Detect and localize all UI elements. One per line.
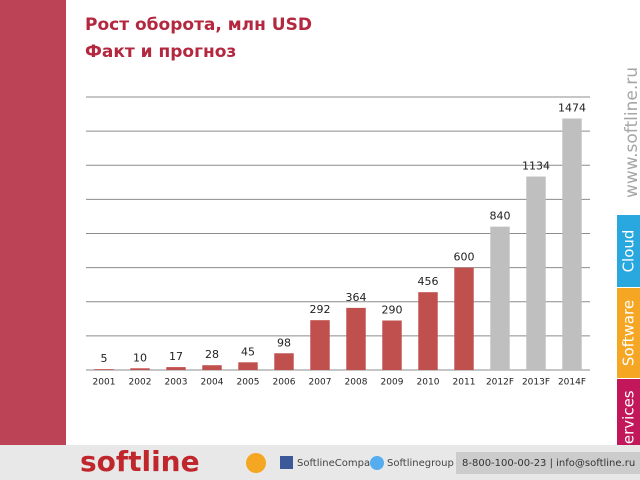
x-tick-label: 2003 [165, 378, 188, 388]
value-label: 28 [205, 348, 219, 361]
value-label: 840 [490, 210, 511, 223]
x-tick-label: 2005 [237, 378, 260, 388]
bar [418, 292, 438, 370]
bar [94, 369, 114, 370]
side-pattern [0, 0, 66, 445]
x-tick-label: 2009 [381, 378, 404, 388]
bar [382, 320, 402, 370]
value-label: 98 [277, 336, 291, 349]
badge-icon [246, 453, 266, 473]
side-decoration [0, 0, 66, 445]
bar [238, 362, 258, 370]
bar [130, 368, 150, 370]
tab-label[interactable]: Cloud [620, 230, 638, 273]
contacts: 8-800-100-00-23 | info@softline.ru [462, 458, 635, 469]
bar [274, 353, 294, 370]
value-label: 1474 [558, 101, 586, 114]
x-tick-label: 2006 [273, 378, 296, 388]
tab-label[interactable]: Services [620, 390, 638, 453]
twitter-icon [370, 456, 384, 470]
value-label: 10 [133, 351, 147, 364]
x-tick-label: 2004 [201, 378, 224, 388]
x-tick-label: 2012F [486, 378, 514, 388]
x-tick-label: 2013F [522, 378, 550, 388]
tab-label[interactable]: Software [620, 300, 638, 366]
bar [202, 365, 222, 370]
tab-software[interactable] [617, 288, 640, 378]
value-label: 292 [310, 303, 331, 316]
contacts-box [456, 452, 640, 474]
value-label: 600 [454, 251, 475, 264]
value-label: 456 [418, 275, 439, 288]
tab-cloud[interactable] [617, 215, 640, 287]
value-label: 364 [346, 291, 367, 304]
bar [562, 118, 582, 370]
bar [166, 367, 186, 370]
bar [490, 226, 510, 370]
value-label: 5 [101, 352, 108, 365]
value-label: 1134 [522, 160, 550, 173]
bar [310, 320, 330, 370]
x-tick-label: 2001 [93, 378, 116, 388]
facebook-icon [280, 456, 293, 469]
x-tick-label: 2010 [417, 378, 440, 388]
bar [454, 267, 474, 370]
logo: softline [80, 445, 200, 478]
value-label: 17 [169, 350, 183, 363]
facebook-link[interactable]: SoftlineCompany [297, 458, 382, 469]
value-label: 45 [241, 345, 255, 358]
twitter-link[interactable]: Softlinegroup [387, 458, 454, 469]
value-label: 290 [382, 304, 403, 317]
site-url: www.softline.ru [622, 67, 640, 198]
x-tick-label: 2007 [309, 378, 332, 388]
tab-services[interactable] [617, 379, 640, 465]
x-tick-label: 2011 [453, 378, 476, 388]
chart-subtitle: Факт и прогноз [85, 42, 236, 62]
bar [346, 307, 366, 370]
x-tick-label: 2002 [129, 378, 152, 388]
chart-title: Рост оборота, млн USD [85, 15, 312, 35]
x-tick-label: 2014F [558, 378, 586, 388]
x-tick-label: 2008 [345, 378, 368, 388]
bar [526, 176, 546, 370]
